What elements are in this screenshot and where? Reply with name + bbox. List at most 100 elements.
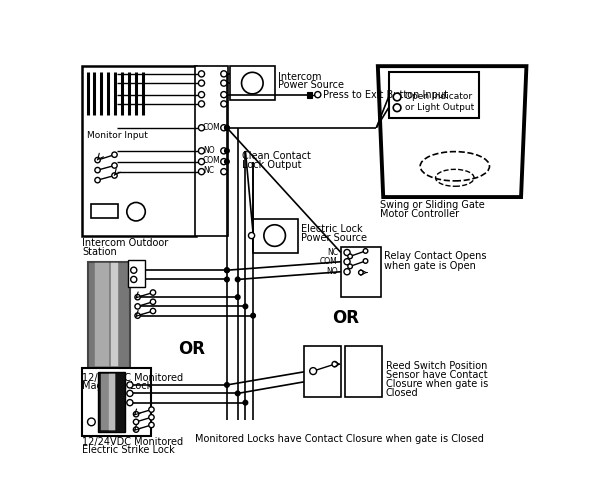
Circle shape — [135, 294, 140, 300]
Text: 12/24VDC Monitored: 12/24VDC Monitored — [82, 437, 184, 447]
Bar — [304, 346, 341, 398]
Bar — [253, 218, 298, 252]
Circle shape — [95, 168, 100, 173]
Circle shape — [363, 248, 368, 254]
Circle shape — [221, 80, 227, 86]
Circle shape — [198, 80, 204, 86]
Text: COM: COM — [320, 257, 338, 266]
Bar — [111, 264, 119, 366]
Text: Open Indicator: Open Indicator — [405, 92, 472, 102]
Text: Monitored Locks have Contact Closure when gate is Closed: Monitored Locks have Contact Closure whe… — [195, 434, 484, 444]
Circle shape — [251, 314, 256, 318]
Circle shape — [225, 382, 229, 387]
Text: Swing or Sliding Gate: Swing or Sliding Gate — [380, 200, 485, 210]
Circle shape — [134, 419, 139, 424]
Circle shape — [310, 368, 316, 374]
Text: NC: NC — [327, 248, 338, 257]
Circle shape — [198, 71, 204, 77]
Circle shape — [359, 270, 363, 275]
Text: Closure when gate is: Closure when gate is — [386, 379, 488, 389]
Bar — [128, 260, 145, 287]
Bar — [195, 66, 228, 235]
Bar — [95, 264, 109, 366]
Circle shape — [198, 92, 204, 98]
Text: when gate is Open: when gate is Open — [384, 260, 476, 270]
Text: ~: ~ — [268, 226, 283, 244]
Circle shape — [393, 104, 401, 112]
Text: Press to Exit Button Input: Press to Exit Button Input — [323, 90, 448, 100]
Text: COM: COM — [203, 124, 221, 132]
Text: Magnetic Lock: Magnetic Lock — [82, 382, 153, 392]
Circle shape — [249, 232, 254, 238]
Circle shape — [393, 93, 401, 101]
Text: Motor Controller: Motor Controller — [380, 209, 460, 219]
Circle shape — [348, 264, 352, 268]
Circle shape — [264, 225, 285, 246]
Text: Intercom Outdoor: Intercom Outdoor — [82, 238, 169, 248]
Circle shape — [315, 92, 321, 98]
Circle shape — [150, 290, 156, 295]
Text: Clean Contact: Clean Contact — [241, 151, 311, 161]
Text: OR: OR — [178, 340, 205, 358]
Text: Station: Station — [82, 246, 117, 256]
Circle shape — [225, 126, 229, 130]
Circle shape — [348, 254, 352, 258]
Circle shape — [131, 276, 137, 282]
Circle shape — [235, 295, 240, 300]
Circle shape — [225, 148, 229, 153]
Bar — [101, 374, 115, 430]
Bar — [98, 372, 125, 432]
Circle shape — [243, 400, 248, 405]
Circle shape — [198, 124, 204, 131]
Text: Power Source: Power Source — [301, 233, 367, 243]
Text: NO: NO — [326, 267, 338, 276]
Circle shape — [221, 148, 227, 154]
Text: Electric Lock: Electric Lock — [301, 224, 362, 234]
Circle shape — [150, 308, 156, 314]
Circle shape — [135, 304, 140, 309]
Circle shape — [135, 313, 140, 318]
Circle shape — [150, 299, 156, 304]
Circle shape — [95, 158, 100, 163]
Circle shape — [225, 277, 229, 282]
Circle shape — [344, 258, 350, 265]
Circle shape — [221, 71, 227, 77]
Bar — [88, 262, 130, 368]
Circle shape — [127, 382, 133, 388]
Bar — [91, 204, 119, 218]
Circle shape — [221, 124, 227, 131]
Circle shape — [134, 427, 139, 432]
Circle shape — [131, 267, 137, 274]
Bar — [341, 247, 381, 297]
Circle shape — [225, 268, 229, 272]
Circle shape — [112, 173, 117, 178]
Bar — [109, 374, 115, 430]
Circle shape — [332, 362, 337, 367]
Circle shape — [241, 72, 263, 94]
Circle shape — [235, 391, 240, 396]
Circle shape — [127, 400, 133, 406]
Circle shape — [95, 178, 100, 183]
Text: NC: NC — [203, 166, 214, 174]
Circle shape — [198, 168, 204, 174]
Bar — [82, 368, 151, 436]
Text: 12/24VDC Monitored: 12/24VDC Monitored — [82, 373, 184, 383]
Circle shape — [127, 202, 145, 221]
Bar — [230, 66, 275, 100]
Text: Electric Strike Lock: Electric Strike Lock — [82, 446, 175, 456]
Circle shape — [221, 101, 227, 107]
Circle shape — [149, 407, 154, 412]
Text: Lock Output: Lock Output — [241, 160, 301, 170]
Circle shape — [88, 418, 95, 426]
Bar — [82, 66, 196, 235]
Circle shape — [225, 268, 229, 272]
Text: OR: OR — [332, 309, 359, 327]
Text: Reed Switch Position: Reed Switch Position — [386, 360, 487, 370]
Circle shape — [149, 422, 154, 428]
Text: COM: COM — [203, 156, 221, 164]
Circle shape — [225, 160, 229, 164]
Text: Sensor have Contact: Sensor have Contact — [386, 370, 487, 380]
Circle shape — [221, 158, 227, 164]
Text: Power Source: Power Source — [278, 80, 344, 90]
Circle shape — [344, 268, 350, 275]
